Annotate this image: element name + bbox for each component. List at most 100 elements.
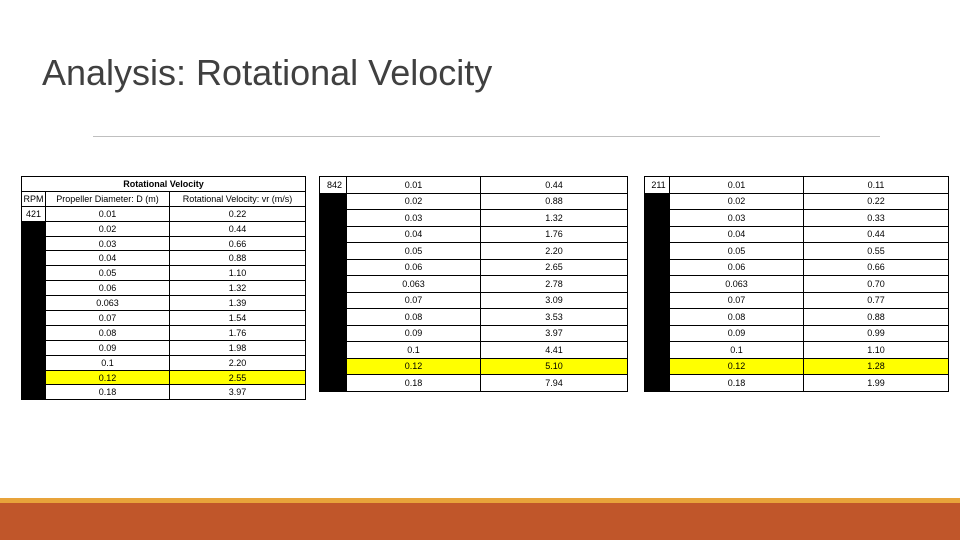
velocity-cell: 0.22 [803, 192, 949, 210]
rpm-fill [319, 192, 347, 392]
velocity-table-rpm-421: Rotational Velocity RPM Propeller Diamet… [20, 176, 307, 401]
velocity-cell: 3.09 [480, 291, 628, 309]
table-row: 0.09 3.97 [320, 324, 628, 342]
diameter-cell: 0.18 [45, 384, 170, 401]
velocity-cell: 2.20 [480, 242, 628, 260]
diameter-cell: 0.18 [669, 374, 804, 392]
table-row: 0.05 0.55 [645, 242, 949, 260]
table-title: Rotational Velocity [20, 176, 307, 192]
table-row: 0.02 0.88 [319, 192, 628, 392]
velocity-cell: 1.10 [168, 265, 307, 282]
velocity-cell: 1.76 [480, 225, 628, 243]
table-row: 421 0.01 0.22 [21, 205, 307, 222]
velocity-cell: 0.99 [803, 324, 949, 342]
diameter-cell: 0.05 [346, 242, 481, 260]
table-row: 0.04 0.88 [22, 250, 307, 267]
header-rpm: RPM [21, 190, 46, 207]
highlighted-row: 0.12 1.28 [645, 357, 949, 375]
velocity-cell: 0.70 [803, 275, 949, 293]
table-row: 0.18 1.99 [645, 374, 949, 392]
velocity-cell: 0.33 [803, 209, 949, 227]
rpm-cell: 211 [644, 176, 670, 194]
table-row: 0.07 1.54 [22, 310, 307, 326]
velocity-cell: 4.41 [480, 341, 628, 359]
velocity-cell: 1.28 [803, 357, 949, 375]
diameter-cell: 0.1 [346, 341, 481, 359]
table-row: 0.063 2.78 [320, 275, 628, 293]
footer-accent-bar [0, 503, 960, 540]
footer-accent-stripe [0, 498, 960, 503]
table-row: 0.05 1.10 [22, 265, 307, 282]
velocity-cell: 0.44 [480, 176, 628, 194]
table-row: 0.02 0.22 [644, 192, 949, 392]
diameter-cell: 0.07 [45, 310, 170, 326]
table-row: 0.07 3.09 [320, 291, 628, 309]
table-row: 0.063 0.70 [645, 275, 949, 293]
diameter-cell: 0.08 [346, 308, 481, 326]
velocity-cell: 3.53 [480, 308, 628, 326]
diameter-cell: 0.03 [45, 235, 170, 252]
diameter-cell: 0.05 [45, 265, 170, 282]
velocity-table-rpm-211: 211 0.01 0.11 0.02 0.22 0.03 0.33 0.04 0.44 0… [644, 176, 949, 392]
table-row: 0.09 0.99 [645, 324, 949, 342]
diameter-cell: 0.08 [45, 324, 170, 341]
table-row: 0.1 4.41 [320, 341, 628, 359]
rpm-cell: 421 [21, 205, 46, 222]
table-row: 0.063 1.39 [22, 295, 307, 312]
table-row: 0.04 0.44 [645, 225, 949, 243]
diameter-cell: 0.063 [669, 275, 804, 293]
diameter-cell: 0.07 [669, 291, 804, 309]
velocity-cell: 1.39 [168, 295, 307, 312]
velocity-cell: 0.88 [168, 250, 307, 267]
velocity-cell: 0.77 [803, 291, 949, 309]
diameter-cell: 0.01 [669, 176, 804, 194]
velocity-cell: 1.10 [803, 341, 949, 359]
velocity-cell: 0.88 [803, 308, 949, 326]
velocity-cell: 7.94 [480, 374, 628, 392]
highlighted-row: 0.12 2.55 [22, 369, 307, 386]
diameter-cell: 0.18 [346, 374, 481, 392]
rpm-cell: 842 [319, 176, 347, 194]
highlighted-row: 0.12 5.10 [320, 357, 628, 375]
velocity-cell: 0.44 [803, 225, 949, 243]
diameter-cell: 0.08 [669, 308, 804, 326]
table-row: 0.08 3.53 [320, 308, 628, 326]
velocity-cell: 1.54 [168, 310, 307, 326]
diameter-cell: 0.02 [45, 220, 170, 237]
slide-title: Analysis: Rotational Velocity [42, 52, 493, 93]
diameter-cell: 0.01 [45, 205, 170, 222]
velocity-cell: 0.66 [803, 258, 949, 276]
diameter-cell: 0.063 [346, 275, 481, 293]
table-row: 0.1 1.10 [645, 341, 949, 359]
table-row: 0.18 7.94 [320, 374, 628, 392]
diameter-cell: 0.063 [45, 295, 170, 312]
velocity-cell: 2.55 [168, 369, 307, 386]
velocity-cell: 1.98 [168, 339, 307, 356]
table-row: 0.06 1.32 [22, 280, 307, 297]
diameter-cell: 0.04 [45, 250, 170, 267]
diameter-cell: 0.02 [346, 192, 481, 210]
diameter-cell: 0.05 [669, 242, 804, 260]
rpm-fill [21, 220, 46, 401]
diameter-cell: 0.01 [346, 176, 481, 194]
table-row: 0.09 1.98 [22, 339, 307, 356]
table-row: 211 0.01 0.11 [644, 176, 949, 194]
table-row: 0.06 2.65 [320, 258, 628, 276]
velocity-cell: 2.78 [480, 275, 628, 293]
velocity-cell: 0.55 [803, 242, 949, 260]
table-row: 0.06 0.66 [645, 258, 949, 276]
velocity-cell: 0.11 [803, 176, 949, 194]
velocity-cell: 1.32 [480, 209, 628, 227]
table-row: 0.1 2.20 [22, 354, 307, 371]
diameter-cell: 0.1 [45, 354, 170, 371]
velocity-cell: 1.76 [168, 324, 307, 341]
velocity-cell: 0.22 [168, 205, 307, 222]
table-row: 0.18 3.97 [22, 384, 307, 401]
diameter-cell: 0.06 [45, 280, 170, 297]
velocity-cell: 0.44 [168, 220, 307, 237]
table-row: 0.03 0.66 [22, 235, 307, 252]
diameter-cell: 0.09 [45, 339, 170, 356]
velocity-cell: 3.97 [480, 324, 628, 342]
table-row: 0.08 0.88 [645, 308, 949, 326]
velocity-cell: 5.10 [480, 357, 628, 375]
